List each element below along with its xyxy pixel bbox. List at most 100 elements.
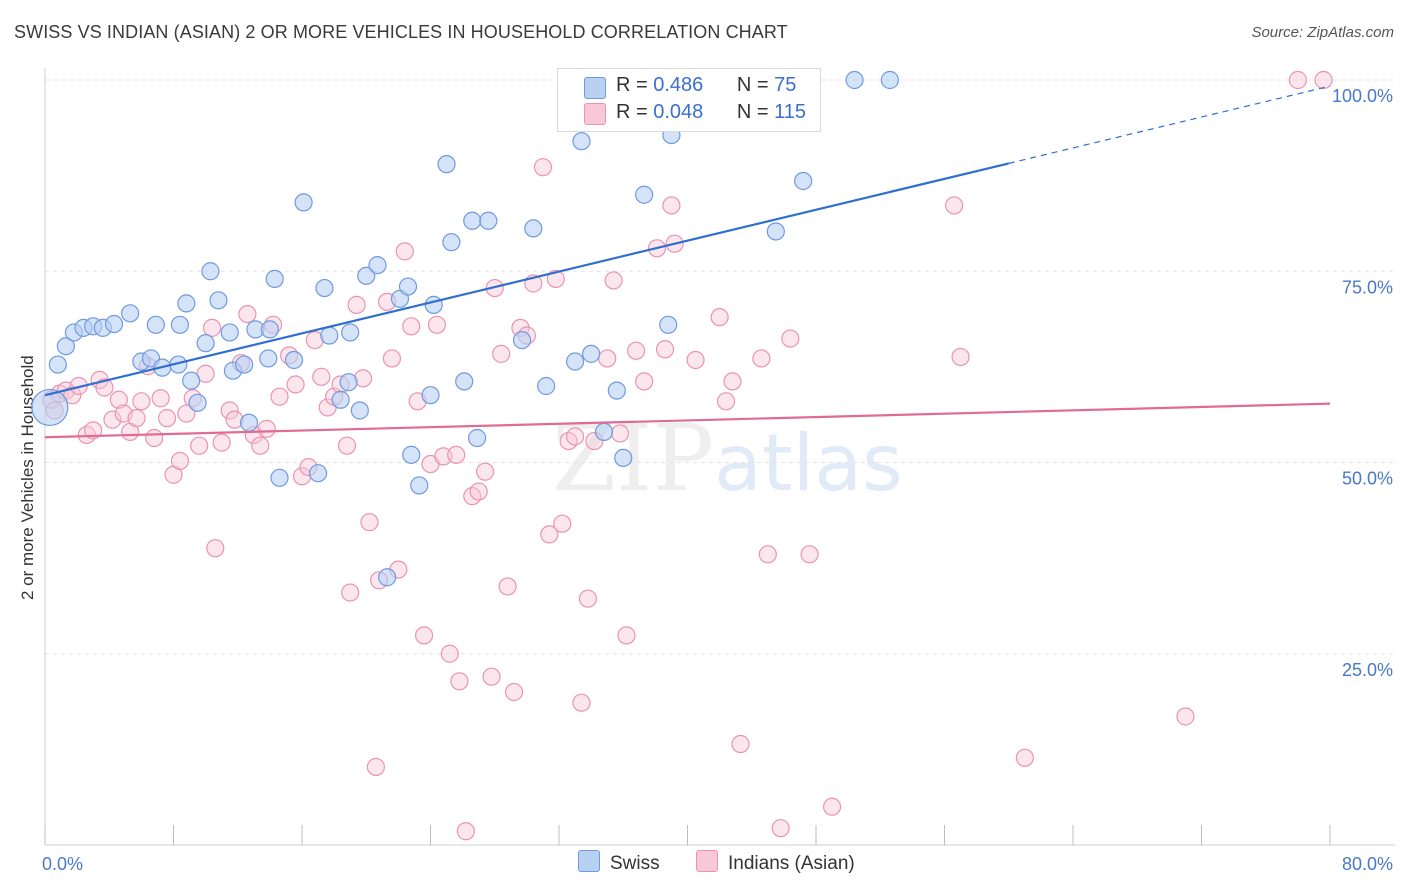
point-indian-111 xyxy=(1176,707,1195,726)
point-swiss-46 xyxy=(421,386,440,405)
point-indian-23 xyxy=(190,436,209,455)
legend-n-label-swiss: N = xyxy=(736,74,769,96)
point-indian-8 xyxy=(95,378,114,397)
y-tick-label-50: 50.0% xyxy=(1342,469,1393,489)
trendline-swiss xyxy=(44,162,1010,397)
point-swiss-52 xyxy=(467,428,487,448)
point-swiss-0 xyxy=(31,388,69,427)
point-indian-16 xyxy=(145,428,164,448)
point-indian-31 xyxy=(238,304,257,324)
point-swiss-19 xyxy=(201,262,220,281)
point-swiss-63 xyxy=(614,448,633,468)
legend-row-indian: R = 0.048 N = 115 xyxy=(616,101,806,124)
y-tick-label-100: 100.0% xyxy=(1332,86,1393,106)
point-indian-61 xyxy=(427,315,447,334)
bottom-legend-indian: Indians (Asian) xyxy=(696,850,855,875)
trendline-indian xyxy=(44,402,1331,439)
legend-r-value-indian: 0.048 xyxy=(653,101,704,123)
point-swiss-70 xyxy=(766,222,785,241)
watermark-atlas: atlas xyxy=(714,419,903,509)
point-swiss-21 xyxy=(220,323,239,342)
point-swiss-17 xyxy=(188,393,207,412)
point-swiss-36 xyxy=(339,373,358,392)
point-indian-54 xyxy=(382,349,402,368)
point-swiss-41 xyxy=(378,568,397,587)
point-indian-47 xyxy=(341,583,360,602)
point-indian-10 xyxy=(109,390,128,409)
point-swiss-16 xyxy=(182,371,201,390)
point-indian-92 xyxy=(635,372,654,391)
point-indian-14 xyxy=(132,392,151,411)
point-indian-102 xyxy=(752,349,771,368)
point-indian-24 xyxy=(196,364,215,383)
point-swiss-65 xyxy=(659,315,678,334)
point-swiss-43 xyxy=(398,277,418,296)
point-swiss-73 xyxy=(880,70,899,90)
point-swiss-2 xyxy=(56,337,75,356)
point-swiss-44 xyxy=(402,445,421,464)
point-indian-34 xyxy=(257,419,276,438)
point-indian-28 xyxy=(220,401,239,420)
point-indian-57 xyxy=(402,317,421,336)
point-swiss-49 xyxy=(442,233,461,252)
point-indian-42 xyxy=(312,367,331,386)
point-indian-6 xyxy=(84,421,103,440)
point-swiss-14 xyxy=(177,294,196,313)
point-indian-88 xyxy=(604,271,623,290)
point-indian-91 xyxy=(626,341,646,360)
point-indian-99 xyxy=(716,392,736,411)
point-swiss-72 xyxy=(845,70,864,90)
point-swiss-37 xyxy=(341,323,360,342)
legend-row-swiss: R = 0.486 N = 75 xyxy=(616,74,796,97)
point-indian-113 xyxy=(1314,70,1333,90)
point-indian-78 xyxy=(533,158,553,177)
point-swiss-45 xyxy=(410,476,429,495)
point-swiss-28 xyxy=(260,320,279,339)
point-indian-107 xyxy=(822,797,842,816)
point-indian-26 xyxy=(206,539,225,558)
point-swiss-57 xyxy=(565,352,585,371)
point-indian-103 xyxy=(758,545,777,564)
point-indian-48 xyxy=(347,295,366,315)
x-tick-label-max: 80.0% xyxy=(1342,854,1393,874)
point-swiss-60 xyxy=(594,422,614,441)
point-swiss-58 xyxy=(572,132,591,151)
bottom-legend-swatch-swiss xyxy=(578,850,600,872)
legend-r-value-swiss: 0.486 xyxy=(653,74,704,96)
point-swiss-29 xyxy=(270,468,289,487)
point-indian-46 xyxy=(337,436,357,455)
bottom-legend-label-indian: Indians (Asian) xyxy=(728,853,855,874)
bottom-legend-swiss: Swiss xyxy=(578,850,660,875)
point-indian-82 xyxy=(559,431,578,451)
legend-swatch-indian xyxy=(584,103,606,125)
y-tick-label-75: 75.0% xyxy=(1342,277,1393,297)
point-swiss-31 xyxy=(294,193,313,212)
point-indian-68 xyxy=(469,482,488,501)
point-indian-70 xyxy=(482,667,501,686)
x-tick-label-min: 0.0% xyxy=(42,854,83,874)
legend-n-value-swiss: 75 xyxy=(774,74,797,96)
point-swiss-59 xyxy=(582,344,601,363)
point-swiss-30 xyxy=(284,350,304,370)
point-swiss-33 xyxy=(315,278,334,298)
point-indian-97 xyxy=(686,350,705,370)
point-indian-94 xyxy=(655,340,675,359)
point-swiss-18 xyxy=(196,334,215,353)
point-swiss-32 xyxy=(308,464,328,483)
legend-r-label-indian: R = xyxy=(616,101,648,123)
point-indian-95 xyxy=(662,196,681,215)
point-indian-100 xyxy=(723,372,742,391)
point-swiss-26 xyxy=(259,349,278,368)
point-swiss-35 xyxy=(331,390,350,409)
point-indian-38 xyxy=(286,375,305,394)
point-swiss-55 xyxy=(524,219,543,238)
point-indian-90 xyxy=(617,626,636,645)
point-indian-74 xyxy=(504,682,524,702)
point-swiss-53 xyxy=(479,211,498,230)
point-swiss-34 xyxy=(320,326,339,345)
point-indian-18 xyxy=(157,409,177,428)
legend-swatch-swiss xyxy=(584,77,606,99)
point-swiss-51 xyxy=(463,211,482,230)
point-swiss-38 xyxy=(350,401,369,420)
